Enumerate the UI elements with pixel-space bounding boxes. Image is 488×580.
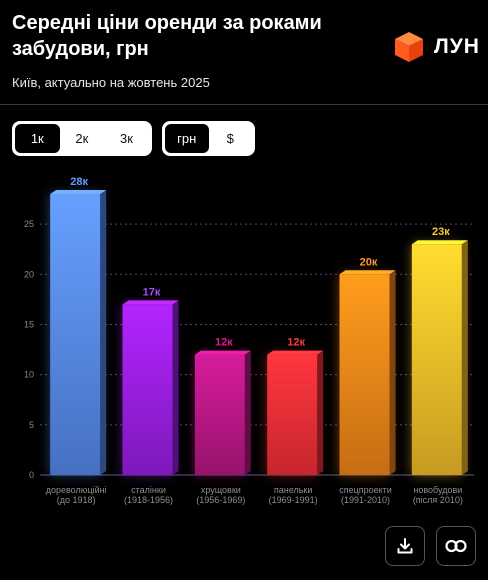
bar[interactable] [339,270,396,475]
lun-cube-icon [395,32,423,62]
currency-option-usd[interactable]: $ [226,131,234,146]
x-category-label: хрущовки [201,485,241,495]
bar-value-label: 28к [70,176,88,188]
bar[interactable] [122,300,179,475]
y-tick-label: 15 [24,319,34,329]
download-icon [397,538,413,554]
x-category-label: панельки [274,485,312,495]
chart-subtitle: Київ, актуально на жовтень 2025 [12,75,210,90]
bar[interactable] [267,350,324,475]
y-tick-label: 10 [24,370,34,380]
y-tick-label: 0 [29,470,34,480]
bar[interactable] [194,350,251,475]
bar[interactable] [411,240,468,475]
x-category-label: новобудови [413,485,462,495]
x-category-label: (1991-2010) [341,495,390,505]
x-category-label: дореволюційні [46,485,107,495]
currency-option-uah[interactable]: грн [165,124,209,153]
x-category-label: сталінки [131,485,166,495]
logo-text: ЛУН [434,35,480,58]
x-category-label: (1956-1969) [196,495,245,505]
link-icon [445,539,467,553]
bar-value-label: 12к [215,337,233,349]
bar-value-label: 23к [432,226,450,238]
y-tick-label: 20 [24,269,34,279]
currency-toggle: грн $ [162,121,255,156]
y-tick-label: 5 [29,420,34,430]
bar-value-label: 12к [287,337,305,349]
x-category-label: (1969-1991) [269,495,318,505]
room-count-toggle: 1к 2к 3к [12,121,152,156]
bar-value-label: 17к [143,286,161,298]
room-option-2[interactable]: 2к [75,131,89,146]
bar[interactable] [50,190,107,475]
x-category-label: спецпроекти [339,485,392,495]
lun-logo: ЛУН [392,30,480,64]
chart-title: Середні ціни оренди за роками забудови, … [12,12,322,60]
room-option-3[interactable]: 3к [120,131,133,146]
y-tick-label: 25 [24,219,34,229]
x-category-label: (1918-1956) [124,495,173,505]
download-button[interactable] [385,526,425,566]
x-category-label: (після 2010) [413,495,463,505]
copy-link-button[interactable] [436,526,476,566]
bar-value-label: 20к [360,256,378,268]
room-option-1[interactable]: 1к [15,124,60,153]
header-divider [0,104,488,105]
bar-chart: 0 5 10 15 20 25 28к дореволюційні(до 1918) 17к с… [24,176,474,505]
x-category-label: (до 1918) [57,495,96,505]
